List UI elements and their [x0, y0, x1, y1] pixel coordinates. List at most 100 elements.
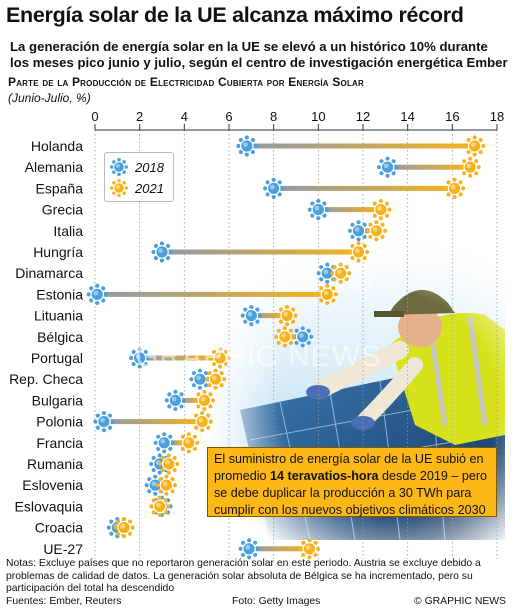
point-2021	[443, 177, 466, 199]
point-2018	[307, 199, 329, 221]
point-2018	[376, 156, 399, 178]
legend-item-2021: 2021	[109, 178, 164, 198]
legend-item-2018: 2018	[109, 157, 164, 177]
point-2021	[155, 474, 178, 496]
point-2018	[86, 283, 108, 305]
chart-rows: Holanda Alemania España Grecia Italia Hungría…	[9, 135, 486, 560]
point-2021	[113, 517, 135, 539]
change-bar	[139, 355, 221, 361]
legend: 2018 2021	[104, 152, 174, 202]
point-2018	[263, 177, 285, 199]
point-2018	[240, 305, 262, 327]
change-bar	[162, 249, 359, 255]
point-2021	[178, 432, 200, 454]
x-tick-label: 12	[356, 109, 370, 124]
category-label: Dinamarca	[15, 265, 83, 281]
chart-row: Portugal	[31, 347, 231, 369]
category-label: Eslovenia	[22, 477, 83, 493]
x-axis: 0 2 4 6 8 10 12 14 16 18	[91, 109, 504, 131]
chart-row: Alemania	[25, 156, 481, 178]
point-2021	[191, 411, 213, 433]
category-label: Lituania	[34, 308, 83, 324]
category-label: Rep. Checa	[9, 371, 83, 387]
category-label: Estonia	[36, 286, 83, 302]
chart-row: Eslovenia	[22, 474, 178, 496]
chart-row: Holanda	[31, 135, 486, 157]
point-2018	[236, 135, 258, 157]
category-label: Polonia	[36, 414, 83, 430]
x-tick-label: 0	[91, 109, 98, 124]
change-bar	[251, 313, 288, 319]
point-2021	[464, 135, 486, 157]
point-2021	[209, 347, 231, 369]
point-2021	[365, 220, 387, 242]
chart-row: Croacia	[35, 517, 135, 539]
callout-text-after: desde 2019 – pero se debe duplicar la pr…	[214, 469, 488, 517]
point-2021	[205, 368, 227, 390]
point-2018	[164, 389, 186, 411]
point-2021	[370, 199, 392, 221]
category-label: Croacia	[35, 520, 83, 536]
point-2018	[129, 347, 151, 369]
x-tick-label: 4	[181, 109, 188, 124]
point-2021	[274, 326, 296, 348]
chart-row: Hungría	[33, 241, 370, 263]
category-label: Holanda	[31, 138, 83, 154]
photo-credit: Foto: Getty Images	[232, 596, 321, 607]
chart-row: Rumania	[27, 453, 180, 475]
chart-row: España	[36, 177, 466, 199]
svg-text:GN: GN	[200, 235, 380, 316]
x-tick-label: 10	[311, 109, 325, 124]
legend-label-2018: 2018	[135, 159, 164, 175]
change-bar	[246, 143, 475, 149]
chart-row: Bulgaria	[32, 389, 216, 411]
change-bar	[175, 397, 205, 403]
x-tick-label: 16	[445, 109, 459, 124]
chart-row: Rep. Checa	[9, 368, 227, 390]
chart-row: Estonia	[36, 283, 338, 305]
point-2021	[276, 305, 298, 327]
point-2018	[151, 241, 173, 263]
category-label: Bélgica	[37, 329, 83, 345]
category-label: Eslovaquia	[15, 498, 84, 514]
point-2021	[158, 453, 180, 475]
x-tick-label: 8	[270, 109, 277, 124]
change-bar	[97, 291, 328, 297]
point-2021	[330, 262, 352, 284]
chart-row: Francia	[36, 432, 200, 454]
headline: Energía solar de la UE alcanza máximo ré…	[6, 3, 464, 27]
point-2021	[459, 156, 481, 178]
category-label: Portugal	[31, 350, 83, 366]
subheadline: La generación de energía solar en la UE …	[10, 39, 508, 70]
category-label: Grecia	[42, 202, 83, 218]
category-label: España	[36, 180, 84, 196]
category-label: Bulgaria	[32, 392, 84, 408]
notes: Notas: Excluye países que no reportaron …	[6, 558, 481, 595]
watermark: GRAPHIC NEWS	[135, 340, 383, 373]
point-2018	[238, 538, 260, 560]
change-bar	[103, 419, 203, 425]
callout-text-bold: 14 teravatios-hora	[270, 469, 379, 483]
point-2021	[347, 241, 370, 263]
chart-row: Lituania	[34, 305, 298, 327]
chart-row: UE-27	[43, 538, 320, 560]
point-2018	[93, 411, 115, 433]
chart-unit-label: (Junio-Julio, %)	[8, 91, 91, 105]
point-2021	[149, 495, 171, 517]
chart-row: Bélgica	[37, 326, 314, 348]
point-2021	[298, 538, 320, 560]
change-bar	[387, 164, 471, 170]
sources: Fuentes: Ember, Reuters	[6, 596, 122, 607]
category-label: Italia	[53, 223, 83, 239]
change-bar	[273, 185, 455, 191]
change-bar	[164, 440, 189, 446]
legend-label-2021: 2021	[135, 180, 164, 196]
point-2018	[347, 220, 370, 242]
point-2021	[193, 389, 216, 411]
sun-icon-yellow	[110, 179, 128, 197]
callout-box: El suministro de energía solar de la UE …	[207, 447, 497, 517]
category-label: Hungría	[33, 244, 83, 260]
category-label: Francia	[36, 435, 83, 451]
point-2018	[153, 432, 175, 454]
chart-title: Parte de la Producción de Electricidad C…	[8, 75, 364, 89]
